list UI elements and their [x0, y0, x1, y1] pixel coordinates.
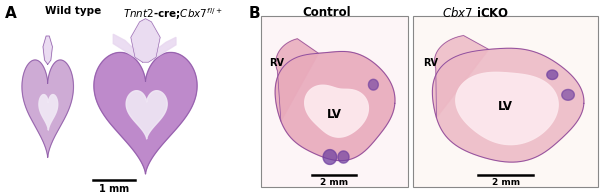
Polygon shape: [156, 37, 176, 57]
Polygon shape: [456, 72, 558, 145]
Text: LV: LV: [498, 100, 513, 113]
Polygon shape: [547, 70, 558, 80]
Polygon shape: [43, 36, 52, 64]
Text: 1 mm: 1 mm: [99, 184, 129, 194]
Polygon shape: [94, 52, 197, 174]
Text: $\it{Cbx7}$ iCKO: $\it{Cbx7}$ iCKO: [442, 6, 509, 20]
Text: 2 mm: 2 mm: [320, 178, 348, 187]
Polygon shape: [305, 85, 368, 137]
Polygon shape: [562, 90, 574, 100]
Text: Wild type: Wild type: [45, 6, 101, 16]
Text: Control: Control: [302, 6, 352, 19]
Polygon shape: [22, 60, 73, 158]
Polygon shape: [323, 150, 337, 164]
Bar: [413, 16, 598, 187]
Text: $\it{Tnnt2}$-cre;$\it{Cbx7}$$^{fl/+}$: $\it{Tnnt2}$-cre;$\it{Cbx7}$$^{fl/+}$: [123, 6, 223, 22]
Text: A: A: [5, 6, 17, 21]
Polygon shape: [368, 79, 379, 90]
Text: RV: RV: [423, 58, 438, 68]
Polygon shape: [433, 48, 584, 162]
Polygon shape: [131, 19, 160, 62]
Polygon shape: [39, 95, 58, 130]
Polygon shape: [434, 35, 488, 118]
Polygon shape: [276, 39, 319, 121]
Text: 2 mm: 2 mm: [492, 178, 520, 187]
Polygon shape: [275, 51, 395, 161]
Bar: [261, 16, 408, 187]
Text: RV: RV: [269, 58, 284, 68]
Polygon shape: [126, 91, 167, 139]
Polygon shape: [113, 34, 135, 57]
Text: B: B: [249, 6, 260, 21]
Text: LV: LV: [326, 108, 342, 121]
Polygon shape: [338, 151, 349, 163]
